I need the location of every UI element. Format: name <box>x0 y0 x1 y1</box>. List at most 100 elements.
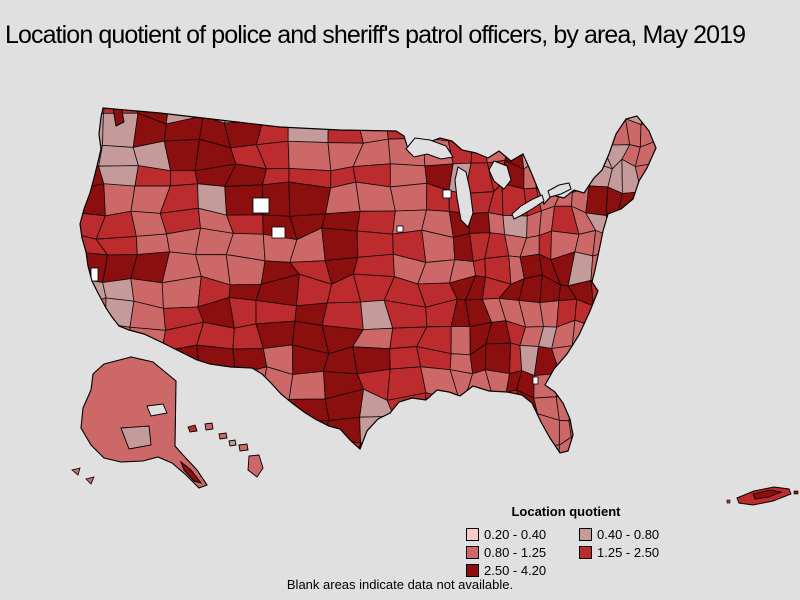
map-area-patch <box>556 462 575 486</box>
map-area-patch <box>355 108 395 116</box>
map-area-patch <box>657 305 679 327</box>
map-area-patch <box>506 115 521 147</box>
map-area-patch <box>423 418 455 444</box>
map-area-patch <box>387 464 427 492</box>
map-area-patch <box>356 230 394 258</box>
lake-ontario <box>547 182 572 198</box>
map-area-patch <box>570 114 592 137</box>
map-area-patch <box>321 301 364 331</box>
map-area-patch <box>448 108 471 121</box>
hawaii-island <box>218 432 228 440</box>
map-area-patch <box>609 297 629 326</box>
map-area-patch <box>600 367 626 394</box>
map-area-patch <box>620 391 638 423</box>
map-area-patch <box>487 212 506 235</box>
map-area-patch <box>539 300 560 328</box>
map-area-patch <box>555 372 574 398</box>
map-area-patch <box>603 420 625 446</box>
no-data-area <box>90 267 99 282</box>
map-area-patch <box>128 459 165 490</box>
map-area-patch <box>228 297 257 329</box>
map-area-patch <box>571 319 593 355</box>
legend-label: 0.80 - 1.25 <box>484 545 547 560</box>
aleutian-island <box>85 476 95 485</box>
legend-swatch-icon <box>579 546 592 559</box>
hawaii-island <box>228 439 237 447</box>
map-area-patch <box>590 370 613 394</box>
map-area-patch <box>654 233 656 262</box>
map-area-patch <box>354 464 394 492</box>
no-data-area <box>271 226 286 239</box>
no-data-area <box>442 189 452 199</box>
no-data-area <box>396 225 404 233</box>
map-area-patch <box>80 108 107 117</box>
aleutian-island <box>71 467 81 476</box>
map-area-patch <box>657 418 681 446</box>
map-area-patch <box>569 345 595 377</box>
map-area-patch <box>163 138 200 172</box>
lake-michigan <box>454 166 474 228</box>
alaska-no-data-area <box>146 403 168 417</box>
map-area-patch <box>287 108 333 126</box>
map-area-patch <box>129 326 166 353</box>
legend-label: 1.25 - 2.50 <box>597 545 660 560</box>
map-area-patch <box>585 185 609 217</box>
map-area-patch <box>521 412 539 445</box>
map-area-patch <box>471 415 493 445</box>
map-area-patch <box>652 108 656 124</box>
map-area-patch <box>660 275 673 306</box>
virgin-islands <box>793 490 799 495</box>
map-area-patch <box>489 421 501 445</box>
map-area-patch <box>634 161 656 193</box>
map-area-patch <box>467 438 493 453</box>
map-area-patch <box>568 393 594 423</box>
map-area-patch <box>521 464 543 489</box>
map-area-patch <box>80 112 104 146</box>
map-area-patch <box>501 108 528 122</box>
puerto-rico-metro <box>752 489 783 500</box>
puerto-rico-group <box>726 486 799 506</box>
map-area-patch <box>508 465 528 489</box>
map-area-patch <box>289 436 327 453</box>
map-area-patch <box>600 391 622 422</box>
map-area-patch <box>468 108 492 121</box>
lake-superior <box>405 137 454 160</box>
map-area-patch <box>389 346 422 370</box>
map-area-patch <box>609 436 625 453</box>
map-area-patch <box>657 322 679 354</box>
map-area-patch <box>603 230 627 264</box>
map-area-patch <box>485 463 510 488</box>
map-area-patch <box>654 204 656 240</box>
map-area-patch <box>609 350 626 372</box>
map-area-patch <box>660 140 678 162</box>
map-area-patch <box>386 415 425 444</box>
map-area-patch <box>602 469 622 493</box>
map-area-patch <box>642 320 656 355</box>
map-area-patch <box>601 117 631 146</box>
legend-item: 0.20 - 0.40 <box>466 528 553 541</box>
map-area-patch <box>640 298 656 323</box>
map-area-patch <box>609 322 628 354</box>
map-area-patch <box>620 365 647 398</box>
map-area-patch <box>662 159 679 192</box>
map-area-patch <box>609 277 630 310</box>
map-area-patch <box>619 277 642 310</box>
map-area-patch <box>654 390 656 424</box>
map-area-patch <box>639 282 656 306</box>
map-area-patch <box>536 108 555 116</box>
page-title: Location quotient of police and sheriff'… <box>5 20 746 49</box>
map-area-patch <box>591 350 613 372</box>
map-area-patch <box>288 370 326 400</box>
map-area-patch <box>195 390 235 417</box>
legend-item: 1.25 - 2.50 <box>579 546 666 559</box>
map-area-patch <box>590 392 605 423</box>
map-area-patch <box>655 467 674 491</box>
map-area-patch <box>225 391 263 418</box>
map-area-patch <box>468 463 487 488</box>
map-area-patch <box>384 108 426 122</box>
map-area-patch <box>635 365 656 398</box>
map-area-patch <box>571 159 590 194</box>
map-area-patch <box>327 108 357 126</box>
map-area-patch <box>96 323 134 346</box>
map-area-patch <box>639 256 656 286</box>
